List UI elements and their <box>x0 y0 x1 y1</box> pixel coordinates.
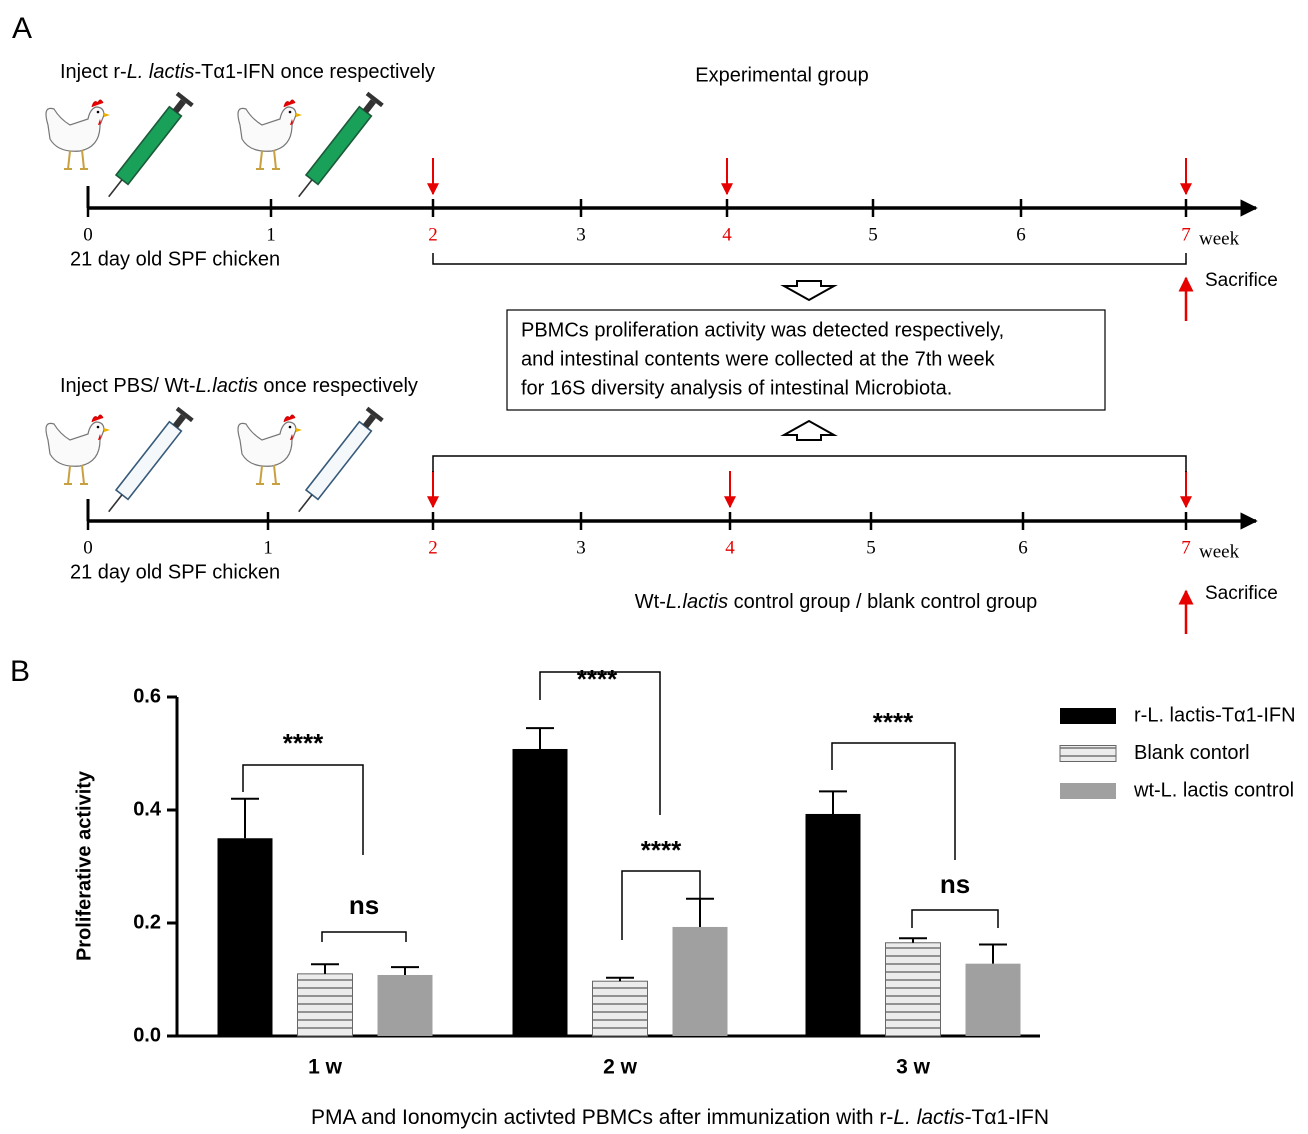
y-tick-label: 0.6 <box>133 685 161 707</box>
legend-swatch <box>1060 783 1116 799</box>
timeline-label: 4 <box>725 537 735 558</box>
chicken-icon <box>46 100 110 169</box>
timeline-label: 6 <box>1018 537 1028 558</box>
error-bar <box>899 938 927 943</box>
inject-label-part: once respectively <box>258 375 418 397</box>
box-text: and intestinal contents were collected a… <box>521 348 996 370</box>
bar <box>593 981 648 1036</box>
y-tick-label: 0.4 <box>133 798 162 820</box>
group-label: Wt-L.lactis control group / blank contro… <box>635 591 1037 613</box>
caption-part: PMA and Ionomycin activted PBMCs after i… <box>311 1106 893 1129</box>
x-tick-label: 3 w <box>896 1056 931 1079</box>
start-label: 21 day old SPF chicken <box>70 561 280 583</box>
chicken-icon <box>238 415 302 484</box>
x-tick-label: 1 w <box>308 1056 343 1079</box>
caption-part: L. lactis <box>893 1106 965 1129</box>
timeline-label: 7 <box>1181 224 1191 245</box>
significance-label: ns <box>940 869 970 899</box>
sacrifice-label: Sacrifice <box>1205 270 1278 291</box>
legend-label: Blank contorl <box>1134 742 1250 764</box>
sacrifice-label: Sacrifice <box>1205 583 1278 604</box>
timeline-label: 3 <box>576 224 586 245</box>
caption-part: -Tα1-IFN <box>965 1106 1049 1129</box>
timeline-label: 2 <box>428 537 438 558</box>
timeline-label: 0 <box>83 537 93 558</box>
error-bar <box>606 978 634 981</box>
y-tick-label: 0.0 <box>133 1024 161 1046</box>
chicken-icon <box>46 415 110 484</box>
range-bracket <box>433 253 1186 264</box>
inject-label: Inject PBS/ Wt-L.lactis once respectivel… <box>60 375 418 397</box>
error-bar <box>391 967 419 975</box>
inject-label-part: -Tα1-IFN once respectively <box>195 61 436 83</box>
chicken-icon <box>238 100 302 169</box>
bar <box>513 749 568 1036</box>
inject-label-part: Inject PBS/ Wt- <box>60 375 196 397</box>
y-axis-label: Proliferative activity <box>73 770 95 961</box>
timeline-label: 1 <box>266 224 276 245</box>
bar <box>886 943 941 1036</box>
panel-label: B <box>10 655 30 688</box>
syringe-icon <box>291 92 384 203</box>
error-bar <box>231 799 259 839</box>
illustrations <box>46 92 384 518</box>
syringe-icon <box>291 407 384 518</box>
significance-label: **** <box>577 664 618 694</box>
bar <box>673 927 728 1036</box>
error-bar <box>819 791 847 814</box>
bar <box>966 964 1021 1036</box>
figure: A B Experimental group 0 1 2 3 4 5 6 7 week 21 da… <box>0 0 1308 1134</box>
bar <box>806 814 861 1036</box>
timeline-label: 4 <box>722 224 732 245</box>
bar <box>378 975 433 1036</box>
x-tick-label: 2 w <box>603 1056 638 1079</box>
bar <box>298 974 353 1036</box>
legend-label: wt-L. lactis control <box>1133 779 1294 801</box>
bar <box>218 838 273 1036</box>
error-bar <box>686 899 714 927</box>
timeline-label: 6 <box>1016 224 1026 245</box>
panel-label: A <box>12 12 32 45</box>
timeline-label: 5 <box>866 537 876 558</box>
timeline-label: 0 <box>83 224 93 245</box>
range-bracket <box>433 456 1186 472</box>
up-arrow <box>784 421 834 440</box>
syringe-icon <box>101 407 194 518</box>
timeline-unit: week <box>1199 541 1240 562</box>
significance-label: **** <box>283 728 324 758</box>
timeline-label: 5 <box>868 224 878 245</box>
group-label-part: control group / blank control group <box>728 591 1037 613</box>
group-label-part: Wt- <box>635 591 666 613</box>
box-text: for 16S diversity analysis of intestinal… <box>521 377 952 399</box>
timeline-label: 1 <box>263 537 273 558</box>
caption: PMA and Ionomycin activted PBMCs after i… <box>311 1106 1049 1129</box>
error-bar <box>311 964 339 974</box>
down-arrow <box>784 281 834 300</box>
legend-label: r-L. lactis-Tα1-IFN <box>1134 704 1296 726</box>
inject-label: Inject r-L. lactis-Tα1-IFN once respecti… <box>60 61 435 83</box>
timeline-label: 3 <box>576 537 586 558</box>
inject-label-part: L. lactis <box>127 61 195 83</box>
significance-bracket <box>912 910 998 928</box>
legend-swatch <box>1060 708 1116 724</box>
significance-label: **** <box>641 835 682 865</box>
significance-bracket <box>322 932 406 942</box>
timeline-label: 2 <box>428 224 438 245</box>
y-tick-label: 0.2 <box>133 911 161 933</box>
timeline-unit: week <box>1199 228 1240 249</box>
group-label: Experimental group <box>695 64 868 86</box>
error-bar <box>526 728 554 749</box>
significance-label: **** <box>873 707 914 737</box>
syringe-icon <box>101 92 194 203</box>
start-label: 21 day old SPF chicken <box>70 248 280 270</box>
group-label-part: L.lactis <box>666 591 728 613</box>
box-text: PBMCs proliferation activity was detecte… <box>521 319 1004 341</box>
significance-label: ns <box>349 890 379 920</box>
timeline-label: 7 <box>1181 537 1191 558</box>
inject-label-part: L.lactis <box>196 375 258 397</box>
legend-swatch <box>1060 746 1116 762</box>
inject-label-part: Inject r- <box>60 61 127 83</box>
error-bar <box>979 944 1007 963</box>
